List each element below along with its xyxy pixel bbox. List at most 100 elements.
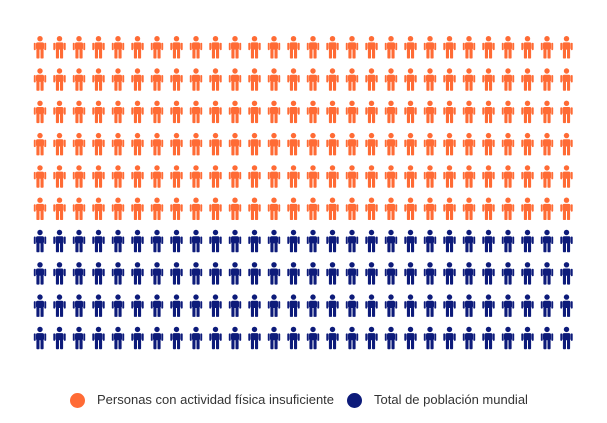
person-icon (345, 132, 359, 156)
person-icon (72, 326, 86, 350)
person-icon (384, 165, 398, 188)
person-icon (92, 326, 105, 350)
person-icon (326, 197, 339, 220)
person-icon (248, 68, 261, 91)
person-icon (462, 68, 476, 91)
person-icon (92, 262, 105, 285)
person-icon (170, 326, 183, 350)
person-icon (53, 165, 66, 188)
person-icon (111, 262, 125, 285)
person-icon (111, 326, 125, 350)
person-icon (150, 100, 164, 124)
person-icon (150, 197, 164, 220)
person-icon (248, 36, 261, 59)
person-icon (131, 100, 144, 124)
person-icon (384, 100, 398, 124)
person-icon (267, 100, 281, 124)
person-icon (33, 294, 47, 317)
person-icon (53, 68, 66, 91)
person-icon (540, 36, 554, 59)
person-icon (248, 165, 261, 188)
person-icon (92, 68, 105, 91)
person-icon (345, 68, 359, 91)
person-icon (560, 68, 573, 91)
legend-label-insufficient-activity: Personas con actividad física insuficien… (97, 392, 335, 407)
person-icon (443, 132, 456, 156)
person-icon (521, 326, 534, 350)
person-icon (482, 294, 495, 317)
person-icon (131, 294, 144, 317)
person-icon (423, 68, 437, 91)
person-icon (443, 197, 456, 220)
person-icon (267, 132, 281, 156)
person-icon (170, 294, 183, 317)
person-icon (306, 36, 320, 59)
person-icon (365, 294, 378, 317)
person-icon (365, 68, 378, 91)
person-icon (53, 294, 66, 317)
person-icon (365, 229, 378, 253)
person-icon (189, 100, 203, 124)
person-icon (209, 326, 222, 350)
person-icon (404, 100, 417, 124)
person-icon (33, 262, 47, 285)
person-icon (228, 68, 242, 91)
person-icon (540, 294, 554, 317)
person-icon (326, 262, 339, 285)
person-icon (365, 262, 378, 285)
person-icon (482, 262, 495, 285)
person-icon (53, 229, 66, 253)
person-icon (482, 36, 495, 59)
person-icon (111, 36, 125, 59)
person-icon (404, 229, 417, 253)
person-icon (345, 36, 359, 59)
person-icon (501, 197, 515, 220)
person-icon (443, 100, 456, 124)
legend-item-insufficient-activity[interactable]: Personas con actividad física insuficien… (70, 388, 334, 412)
person-icon (404, 68, 417, 91)
person-icon (501, 68, 515, 91)
person-icon (150, 229, 164, 253)
person-icon (53, 132, 66, 156)
person-icon (326, 165, 339, 188)
person-icon (306, 68, 320, 91)
person-icon (560, 197, 573, 220)
person-icon (72, 197, 86, 220)
person-icon (267, 197, 281, 220)
person-icon (384, 197, 398, 220)
legend: Personas con actividad física insuficien… (0, 388, 607, 412)
legend-item-world-population[interactable]: Total de población mundial (347, 388, 528, 412)
person-icon (365, 36, 378, 59)
person-icon (189, 197, 203, 220)
person-icon (248, 132, 261, 156)
pictogram-chart (33, 36, 573, 350)
person-icon (306, 294, 320, 317)
person-icon (150, 132, 164, 156)
person-icon (404, 165, 417, 188)
person-icon (228, 197, 242, 220)
person-icon (365, 197, 378, 220)
person-icon (365, 132, 378, 156)
person-icon (443, 262, 456, 285)
person-icon (53, 262, 66, 285)
person-icon (521, 229, 534, 253)
person-icon (287, 165, 300, 188)
person-icon (92, 132, 105, 156)
person-icon (287, 197, 300, 220)
person-icon (287, 262, 300, 285)
person-icon (209, 68, 222, 91)
person-icon (189, 165, 203, 188)
person-icon (209, 197, 222, 220)
person-icon (423, 36, 437, 59)
person-icon (462, 326, 476, 350)
person-icon (560, 100, 573, 124)
person-icon (326, 229, 339, 253)
person-icon (170, 68, 183, 91)
person-icon (384, 36, 398, 59)
person-icon (287, 100, 300, 124)
person-icon (521, 100, 534, 124)
person-icon (150, 165, 164, 188)
person-icon (501, 36, 515, 59)
person-icon (365, 100, 378, 124)
person-icon (345, 229, 359, 253)
